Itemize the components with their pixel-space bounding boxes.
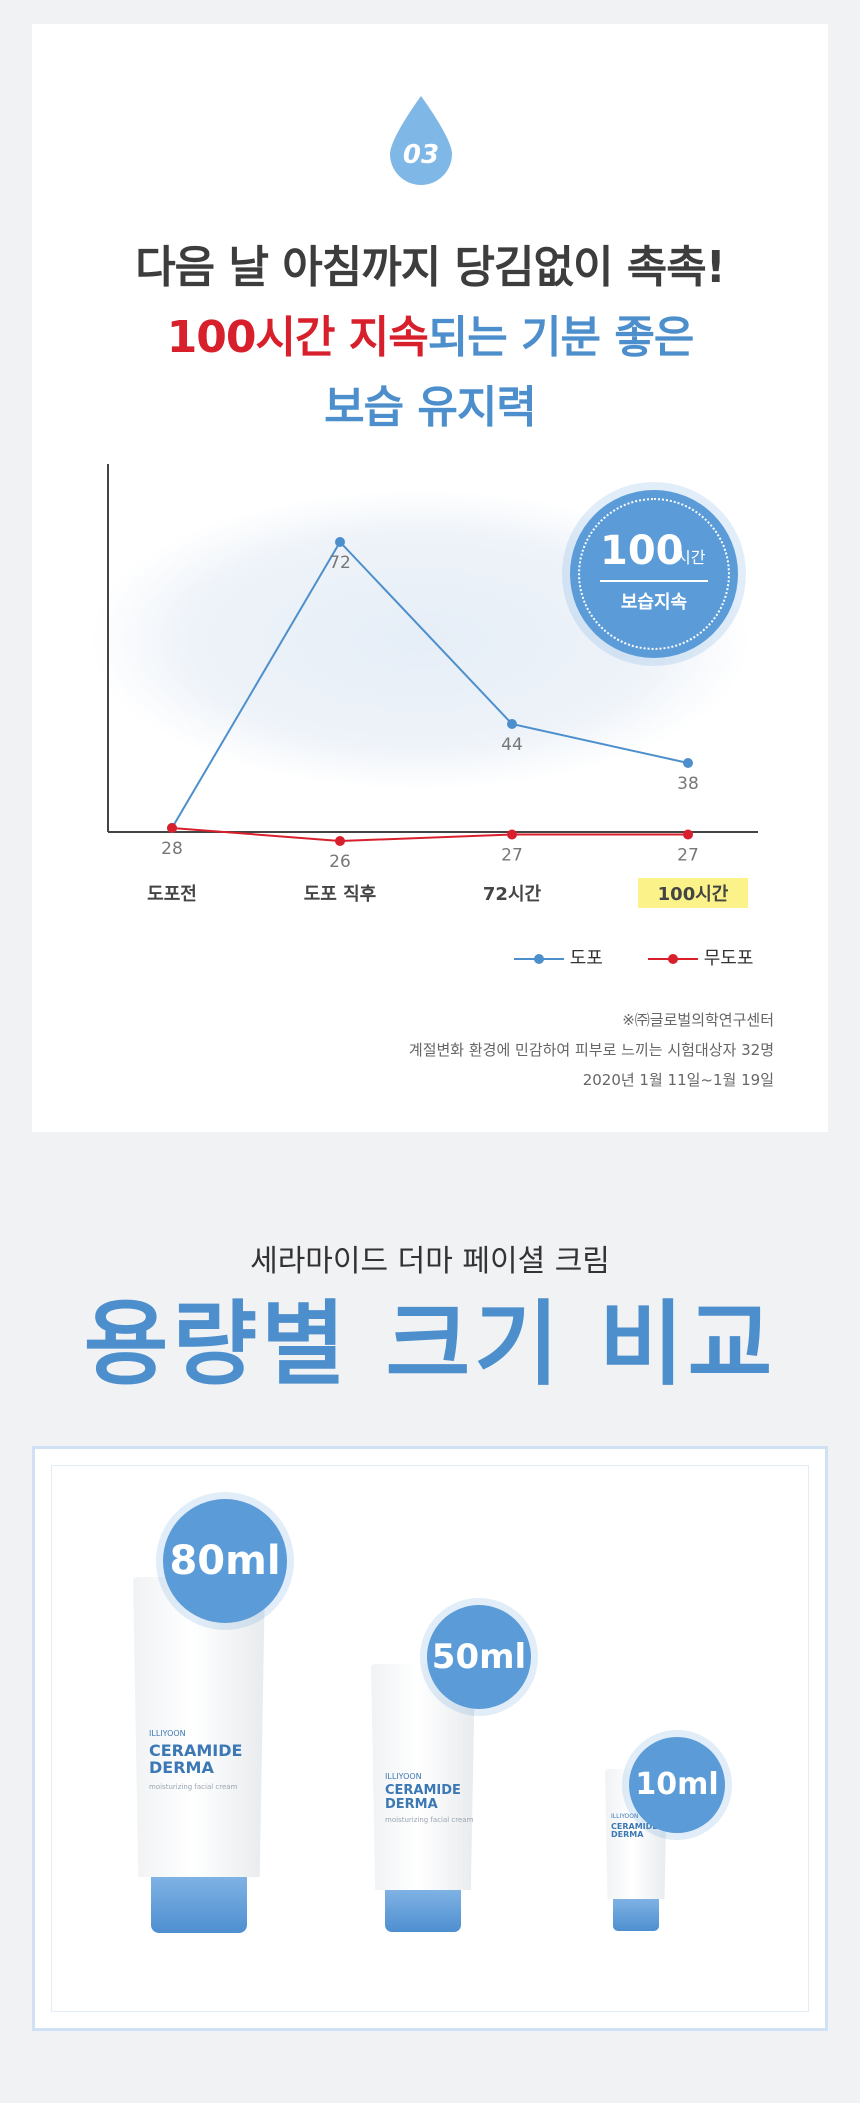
note-line: 계절변화 환경에 민감하여 피부로 느끼는 시험대상자 32명 xyxy=(408,1041,774,1059)
headline-line3: 보습 유지력 xyxy=(324,382,537,433)
product-name-line1: CERAMIDE xyxy=(385,1783,461,1798)
test-notes: ※㈜글로벌의학연구센터 계절변화 환경에 민감하여 피부로 느끼는 시험대상자 … xyxy=(409,1005,774,1095)
data-point xyxy=(507,719,517,729)
product-desc: moisturizing facial cream xyxy=(149,1783,238,1791)
product-name: CERAMIDE DERMA xyxy=(149,1741,243,1777)
data-label: 44 xyxy=(501,735,523,755)
size-section-subtitle: 세라마이드 더마 페이셜 크림 xyxy=(250,1244,610,1279)
data-label: 27 xyxy=(677,846,699,866)
x-tick-label: 도포 직후 xyxy=(304,884,377,905)
data-point xyxy=(683,829,693,840)
data-point xyxy=(167,823,177,833)
product-name-line2: DERMA xyxy=(385,1796,438,1812)
data-label: 38 xyxy=(677,774,699,794)
tube-cap xyxy=(151,1877,247,1933)
data-point xyxy=(335,836,345,846)
badge-100-hours: 100 시간 보습지속 xyxy=(570,490,738,658)
data-point xyxy=(335,537,345,547)
product-name-line1: CERAMIDE xyxy=(149,1741,243,1760)
volume-badge-80ml: 80ml xyxy=(163,1499,287,1623)
tube-cap xyxy=(613,1899,659,1931)
note-line: ※㈜글로벌의학연구센터 xyxy=(622,1011,774,1029)
data-point xyxy=(507,829,517,840)
badge-value: 100 xyxy=(600,528,684,574)
badge-ring xyxy=(578,498,730,650)
product-name-line2: DERMA xyxy=(611,1830,644,1840)
badge-divider xyxy=(600,580,708,582)
product-name: CERAMIDE DERMA xyxy=(385,1784,461,1811)
legend-label-apply: 도포 xyxy=(569,948,603,969)
headline-highlight-red: 100시간 지속 xyxy=(166,312,429,363)
volume-badge-10ml: 10ml xyxy=(629,1737,725,1833)
size-comparison-frame xyxy=(51,1465,809,2012)
x-tick-label: 100시간 xyxy=(658,884,729,905)
volume-badge-50ml: 50ml xyxy=(427,1605,531,1709)
x-tick-label: 72시간 xyxy=(483,884,542,905)
product-tube-80ml: ILLIYOON CERAMIDE DERMA moisturizing fac… xyxy=(133,1577,265,1937)
step-number: 03 xyxy=(402,140,440,170)
series-line-1 xyxy=(171,827,688,843)
product-name-line2: DERMA xyxy=(149,1757,214,1777)
product-brand: ILLIYOON xyxy=(611,1813,639,1820)
legend-label-no-apply: 무도포 xyxy=(703,948,754,969)
product-brand: ILLIYOON xyxy=(385,1772,422,1781)
data-label: 72 xyxy=(329,553,351,573)
legend-item-no-apply: 무도포 xyxy=(648,944,753,970)
size-section-title: 용량별 크기 비교 xyxy=(83,1291,777,1398)
headline-line2: 100시간 지속되는 기분 좋은 xyxy=(0,306,860,370)
data-point xyxy=(683,758,693,768)
product-name-line1: CERAMIDE xyxy=(611,1822,658,1831)
series-line-0 xyxy=(171,540,689,829)
badge-unit: 시간 xyxy=(676,548,706,567)
data-label: 27 xyxy=(501,846,523,866)
x-tick-label: 도포전 xyxy=(147,884,197,905)
note-line: 2020년 1월 11일~1월 19일 xyxy=(582,1071,774,1089)
product-desc: moisturizing facial cream xyxy=(385,1816,474,1824)
tube-cap xyxy=(385,1890,461,1932)
product-brand: ILLIYOON xyxy=(149,1729,186,1738)
size-comparison-box: ILLIYOON CERAMIDE DERMA moisturizing fac… xyxy=(32,1446,828,2031)
product-name: CERAMIDE DERMA xyxy=(611,1822,658,1840)
headline-line1: 다음 날 아침까지 당김없이 촉촉! xyxy=(135,242,726,293)
headline-highlight-blue: 되는 기분 좋은 xyxy=(427,312,695,363)
highlight-marker xyxy=(638,878,748,908)
badge-label: 보습지속 xyxy=(620,592,688,613)
water-drop-icon: 03 xyxy=(386,94,456,186)
data-label: 26 xyxy=(329,852,351,872)
data-label: 28 xyxy=(161,839,183,859)
tube-body xyxy=(133,1577,265,1877)
legend-item-apply: 도포 xyxy=(514,944,603,970)
